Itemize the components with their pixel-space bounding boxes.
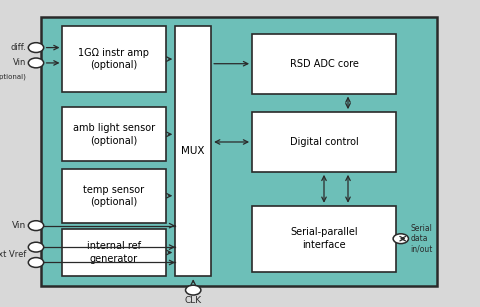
Bar (41, 17, 437, 286)
Bar (252, 34, 396, 94)
Text: Vin: Vin (12, 221, 26, 230)
Bar (175, 26, 211, 276)
Text: ext Vref: ext Vref (0, 250, 26, 259)
Bar (62, 107, 166, 161)
Text: Vin: Vin (13, 58, 26, 68)
Text: RSD ADC core: RSD ADC core (289, 59, 359, 69)
Text: amb light sensor
(optional): amb light sensor (optional) (73, 123, 155, 146)
Text: temp sensor
(optional): temp sensor (optional) (84, 185, 144, 207)
Circle shape (28, 242, 44, 252)
Text: 1GΩ instr amp
(optional): 1GΩ instr amp (optional) (79, 48, 149, 70)
Text: internal ref
generator: internal ref generator (87, 241, 141, 264)
Bar (62, 26, 166, 92)
Text: MUX: MUX (181, 146, 205, 156)
Bar (252, 112, 396, 172)
Text: Serial-parallel
interface: Serial-parallel interface (290, 227, 358, 250)
Bar (62, 169, 166, 223)
Text: CLK: CLK (185, 296, 202, 305)
Circle shape (28, 43, 44, 52)
Bar (62, 229, 166, 276)
Circle shape (28, 258, 44, 267)
Text: diff.: diff. (11, 43, 26, 52)
Circle shape (393, 234, 408, 244)
Text: Serial
data
in/out: Serial data in/out (410, 224, 433, 254)
Circle shape (28, 221, 44, 231)
Circle shape (28, 58, 44, 68)
Bar (252, 206, 396, 272)
Circle shape (185, 285, 201, 295)
Text: (optional): (optional) (0, 73, 26, 80)
Text: Digital control: Digital control (289, 137, 359, 147)
